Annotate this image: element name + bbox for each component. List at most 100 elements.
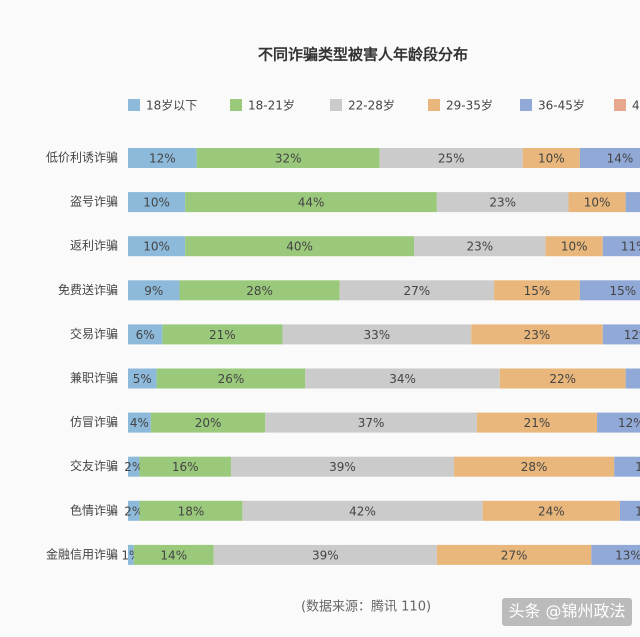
bar-segment xyxy=(139,456,231,477)
data-label: 39% xyxy=(312,548,339,562)
bar-segment xyxy=(133,544,214,565)
bar-segment xyxy=(454,456,615,477)
data-label: 33% xyxy=(363,328,390,342)
bar-segment xyxy=(545,236,603,257)
data-label: 22% xyxy=(549,372,576,386)
y-tick-label: 色情诈骗 xyxy=(70,502,118,517)
data-label: 10% xyxy=(635,504,640,518)
legend-swatch xyxy=(128,99,140,111)
data-label: 37% xyxy=(358,416,385,430)
data-label: 32% xyxy=(275,152,302,166)
data-label: 5% xyxy=(133,372,152,386)
data-label: 39% xyxy=(329,460,356,474)
legend-swatch xyxy=(330,99,342,111)
bar-segment xyxy=(128,148,197,168)
bar-segment xyxy=(379,148,523,168)
bar-segment xyxy=(625,192,640,213)
bar-segment xyxy=(185,236,414,257)
legend-label: 45岁以上 xyxy=(632,98,640,113)
data-label: 23% xyxy=(489,196,516,210)
bar-segment xyxy=(128,236,186,257)
bar-segment xyxy=(619,500,640,521)
data-label: 27% xyxy=(404,284,431,298)
data-label: 12% xyxy=(618,416,640,430)
data-label: 27% xyxy=(501,548,528,562)
bar-segment xyxy=(213,544,437,565)
y-tick-label: 兼职诈骗 xyxy=(70,370,118,385)
data-label: 10% xyxy=(561,240,588,254)
bar-segment xyxy=(162,324,283,345)
data-label: 15% xyxy=(524,284,551,298)
legend-label: 29-35岁 xyxy=(446,98,493,113)
bar-segment xyxy=(139,500,243,521)
data-label: 10% xyxy=(143,240,170,254)
legend-label: 22-28岁 xyxy=(348,98,395,113)
data-label: 10% xyxy=(143,196,170,210)
bar-segment xyxy=(128,544,134,565)
bar-segment xyxy=(414,236,546,257)
bar-segment xyxy=(579,148,640,168)
data-label: 44% xyxy=(298,196,325,210)
data-label: 28% xyxy=(246,284,273,298)
bar-segment xyxy=(339,280,495,301)
y-tick-label: 返利诈骗 xyxy=(70,238,118,253)
bar-segment xyxy=(230,456,455,477)
legend-label: 18岁以下 xyxy=(146,98,197,113)
y-tick-label: 低价利诱诈骗 xyxy=(46,150,118,165)
bar-segment xyxy=(128,324,163,345)
watermark-bg xyxy=(502,598,632,626)
y-tick-label: 盗号诈骗 xyxy=(70,194,118,209)
bar-segment xyxy=(494,280,580,301)
bar-segment xyxy=(128,456,140,477)
bar-segment xyxy=(602,324,640,345)
data-label: 40% xyxy=(286,240,313,254)
watermark: 头条 @锦州政法 xyxy=(508,602,625,621)
data-label: 24% xyxy=(538,504,565,518)
bar-segment xyxy=(625,368,640,389)
bar-segment xyxy=(150,412,266,433)
bar-segment xyxy=(179,280,340,301)
bar-segment xyxy=(499,368,626,389)
data-label: 10% xyxy=(538,152,565,166)
data-label: 28% xyxy=(521,460,548,474)
data-label: 42% xyxy=(349,504,376,518)
legend-label: 18-21岁 xyxy=(248,98,295,113)
bar-segment xyxy=(128,192,186,213)
bar-segment xyxy=(128,500,140,521)
data-label: 4% xyxy=(130,416,149,430)
bar-segment xyxy=(282,324,472,345)
bar-segment xyxy=(591,544,640,565)
y-tick-label: 交友诈骗 xyxy=(70,458,118,473)
bar-segment xyxy=(614,456,640,477)
data-label: 10% xyxy=(584,196,611,210)
bar-segment xyxy=(522,148,580,168)
bar-segment xyxy=(156,368,306,389)
legend-swatch xyxy=(520,99,532,111)
bar-segment xyxy=(602,236,640,257)
data-label: 12% xyxy=(635,460,640,474)
legend-swatch xyxy=(230,99,242,111)
y-tick-label: 金融信用诈骗 xyxy=(46,546,118,561)
data-label: 26% xyxy=(218,372,245,386)
bar-segment xyxy=(579,280,640,301)
bar-segment xyxy=(476,412,598,433)
bar-segment xyxy=(128,368,157,389)
bar-segment xyxy=(305,368,500,389)
data-label: 21% xyxy=(524,416,551,430)
bar-segment xyxy=(471,324,603,345)
data-label: 18% xyxy=(178,504,205,518)
bar-segment xyxy=(185,192,437,213)
bar-segment xyxy=(482,500,620,521)
source-note: (数据来源：腾讯 110) xyxy=(301,599,431,615)
data-label: 21% xyxy=(209,328,236,342)
legend-swatch xyxy=(428,99,440,111)
data-label: 23% xyxy=(524,328,551,342)
chart-title: 不同诈骗类型被害人年龄段分布 xyxy=(258,46,468,64)
bar-segment xyxy=(597,412,640,433)
legend-label: 36-45岁 xyxy=(538,98,585,113)
data-label: 12% xyxy=(149,152,176,166)
bar-segment xyxy=(128,412,151,433)
bar-segment xyxy=(242,500,483,521)
y-tick-label: 免费送诈骗 xyxy=(58,282,118,297)
